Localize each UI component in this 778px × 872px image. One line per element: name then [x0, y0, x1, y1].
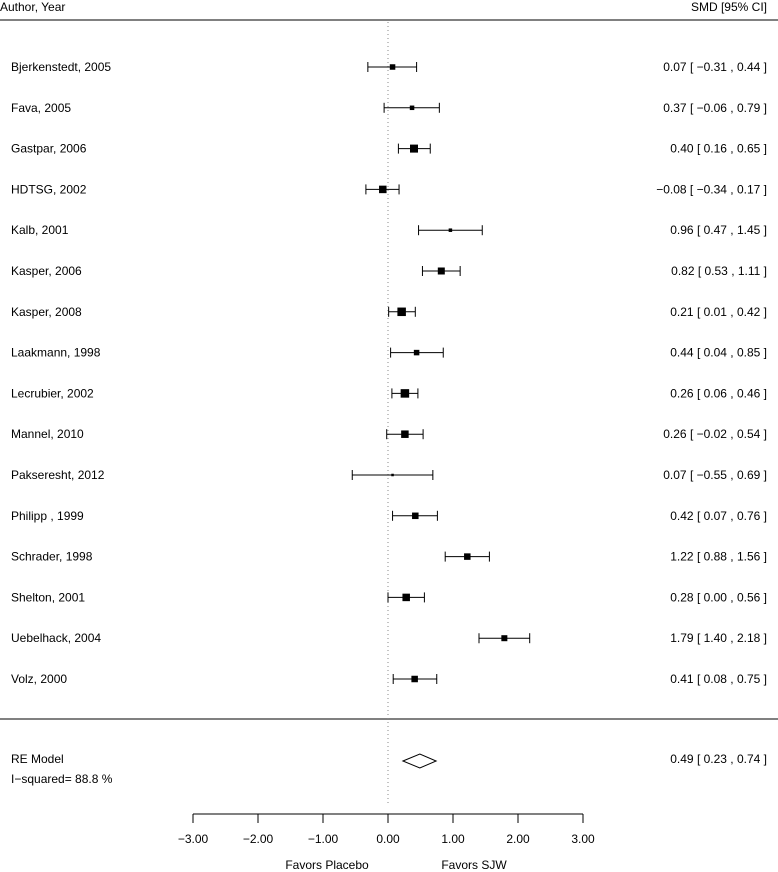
x-axis-group: Favors Placebo Favors SJW −3.00 −2.00 −1.0…	[178, 813, 595, 872]
point-estimate-square	[409, 105, 415, 111]
study-label: Pakseresht, 2012	[11, 468, 105, 482]
x-axis-tick-label: 2.00	[506, 832, 530, 846]
study-ci-text: 0.96 [ 0.47 , 1.45 ]	[670, 223, 767, 237]
axis-label-favors-sjw: Favors SJW	[441, 858, 507, 872]
point-estimate-square	[464, 553, 471, 560]
point-estimate-square	[413, 349, 420, 356]
header-author-year: Author, Year	[0, 0, 65, 14]
point-estimate-square	[437, 267, 445, 275]
point-estimate-square	[389, 64, 396, 70]
point-estimate-square	[400, 389, 410, 398]
study-ci-text: 0.26 [ 0.06 , 0.46 ]	[670, 386, 767, 400]
study-label: Fava, 2005	[11, 101, 71, 115]
x-axis-tick-label: −2.00	[243, 832, 274, 846]
study-label: HDTSG, 2002	[11, 182, 87, 196]
axis-label-favors-placebo: Favors Placebo	[285, 858, 369, 872]
summary-group: RE Model I−squared= 88.8 % 0.49 [ 0.23 ,…	[11, 752, 767, 786]
study-ci-text: 1.22 [ 0.88 , 1.56 ]	[670, 550, 767, 564]
study-label: Kasper, 2006	[11, 264, 82, 278]
study-label: Shelton, 2001	[11, 590, 85, 604]
study-label: Uebelhack, 2004	[11, 631, 101, 645]
study-label: Philipp , 1999	[11, 509, 84, 523]
study-ci-text: 0.28 [ 0.00 , 0.56 ]	[670, 590, 767, 604]
study-ci-text: 0.07 [ −0.55 , 0.69 ]	[663, 468, 767, 482]
study-ci-text: 0.21 [ 0.01 , 0.42 ]	[670, 305, 767, 319]
point-estimate-square	[402, 593, 410, 602]
x-axis-tick-label: 1.00	[441, 832, 465, 846]
study-ci-text: 0.42 [ 0.07 , 0.76 ]	[670, 509, 767, 523]
study-label: Volz, 2000	[11, 672, 67, 686]
study-label: Gastpar, 2006	[11, 142, 87, 156]
x-axis-tick-label: −1.00	[308, 832, 339, 846]
point-estimate-square	[401, 430, 409, 438]
study-ci-text: 0.82 [ 0.53 , 1.11 ]	[671, 264, 767, 278]
header-smd-ci: SMD [95% CI]	[691, 0, 767, 14]
study-label: Lecrubier, 2002	[11, 386, 94, 400]
study-ci-text: 0.07 [ −0.31 , 0.44 ]	[663, 60, 767, 74]
study-label: Mannel, 2010	[11, 427, 84, 441]
summary-diamond	[401, 753, 438, 769]
point-estimate-square	[379, 185, 387, 194]
study-ci-text: 0.26 [ −0.02 , 0.54 ]	[663, 427, 767, 441]
study-label: Kasper, 2008	[11, 305, 82, 319]
point-estimate-square	[397, 307, 406, 317]
point-estimate-square	[412, 512, 419, 520]
study-ci-text: 0.44 [ 0.04 , 0.85 ]	[670, 346, 767, 360]
study-label: Laakmann, 1998	[11, 346, 101, 360]
summary-label: RE Model	[11, 752, 64, 766]
heterogeneity-text: I−squared= 88.8 %	[11, 772, 113, 786]
x-axis-tick-label: 3.00	[571, 832, 595, 846]
study-label: Kalb, 2001	[11, 223, 69, 237]
point-estimate-square	[448, 228, 453, 232]
point-estimate-square	[410, 144, 418, 153]
study-ci-text: 0.40 [ 0.16 , 0.65 ]	[670, 142, 767, 156]
study-ci-text: 0.41 [ 0.08 , 0.75 ]	[670, 672, 767, 686]
study-ci-text: 1.79 [ 1.40 , 2.18 ]	[670, 631, 767, 645]
study-rows-group: Bjerkenstedt, 2005 0.07 [ −0.31 , 0.44 ] F…	[11, 60, 767, 686]
study-ci-text: −0.08 [ −0.34 , 0.17 ]	[656, 182, 767, 196]
x-axis-tick-label: −3.00	[178, 832, 209, 846]
point-estimate-square	[391, 473, 394, 477]
study-ci-text: 0.37 [ −0.06 , 0.79 ]	[663, 101, 767, 115]
summary-ci-text: 0.49 [ 0.23 , 0.74 ]	[670, 752, 767, 766]
study-label: Schrader, 1998	[11, 550, 93, 564]
point-estimate-square	[501, 635, 508, 642]
study-label: Bjerkenstedt, 2005	[11, 60, 111, 74]
point-estimate-square	[411, 675, 418, 683]
x-axis-tick-label: 0.00	[376, 832, 400, 846]
